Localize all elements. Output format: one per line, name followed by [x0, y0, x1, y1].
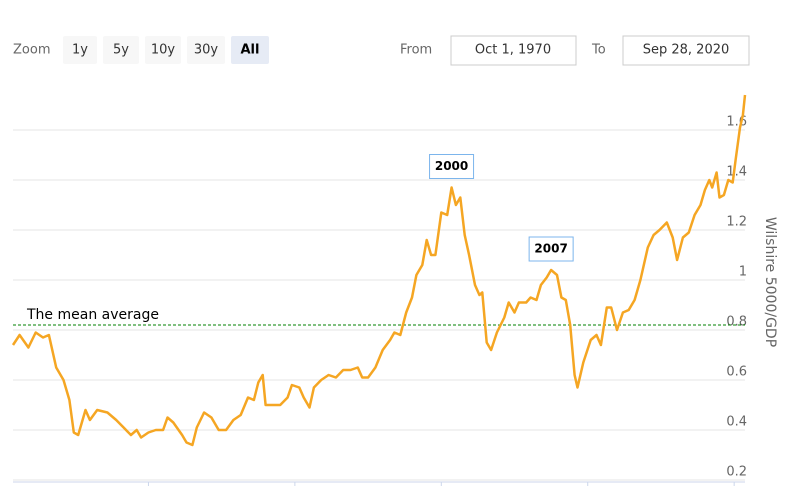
zoom-button[interactable]: [103, 36, 139, 64]
zoom-button[interactable]: [63, 36, 97, 64]
y-tick-label: 1: [739, 265, 747, 280]
series-line: [11, 94, 747, 447]
annotation-box: [429, 154, 475, 179]
annotation-box: [528, 236, 574, 262]
zoom-button-label[interactable]: All: [241, 43, 260, 58]
annotation-label: 2007: [534, 242, 567, 256]
y-tick-label: 0.4: [726, 415, 747, 430]
y-tick-label: 1.2: [726, 215, 747, 230]
annotation-label: 2000: [435, 159, 468, 173]
y-tick-label: 0.2: [726, 465, 747, 480]
mean-label: The mean average: [26, 307, 159, 323]
zoom-button[interactable]: [231, 36, 269, 64]
y-tick-label: 1.6: [726, 115, 747, 130]
zoom-button-label[interactable]: 30y: [194, 43, 219, 58]
y-tick-label: 1.4: [726, 165, 747, 180]
y-tick-label: 0.6: [726, 365, 747, 380]
zoom-button-label[interactable]: 10y: [151, 43, 176, 58]
from-value[interactable]: Oct 1, 1970: [475, 43, 551, 58]
to-label: To: [591, 43, 606, 58]
from-label: From: [400, 43, 432, 58]
to-value[interactable]: Sep 28, 2020: [643, 43, 730, 58]
zoom-button[interactable]: [145, 36, 181, 64]
zoom-label: Zoom: [13, 43, 50, 58]
zoom-button-label[interactable]: 5y: [113, 43, 129, 58]
y-tick-label: 0.8: [726, 315, 747, 330]
to-input[interactable]: [622, 35, 750, 66]
zoom-button[interactable]: [187, 36, 225, 64]
from-input[interactable]: [450, 35, 577, 66]
y-axis-title: Wilshire 5000/GDP: [762, 217, 778, 347]
zoom-button-label[interactable]: 1y: [72, 43, 88, 58]
